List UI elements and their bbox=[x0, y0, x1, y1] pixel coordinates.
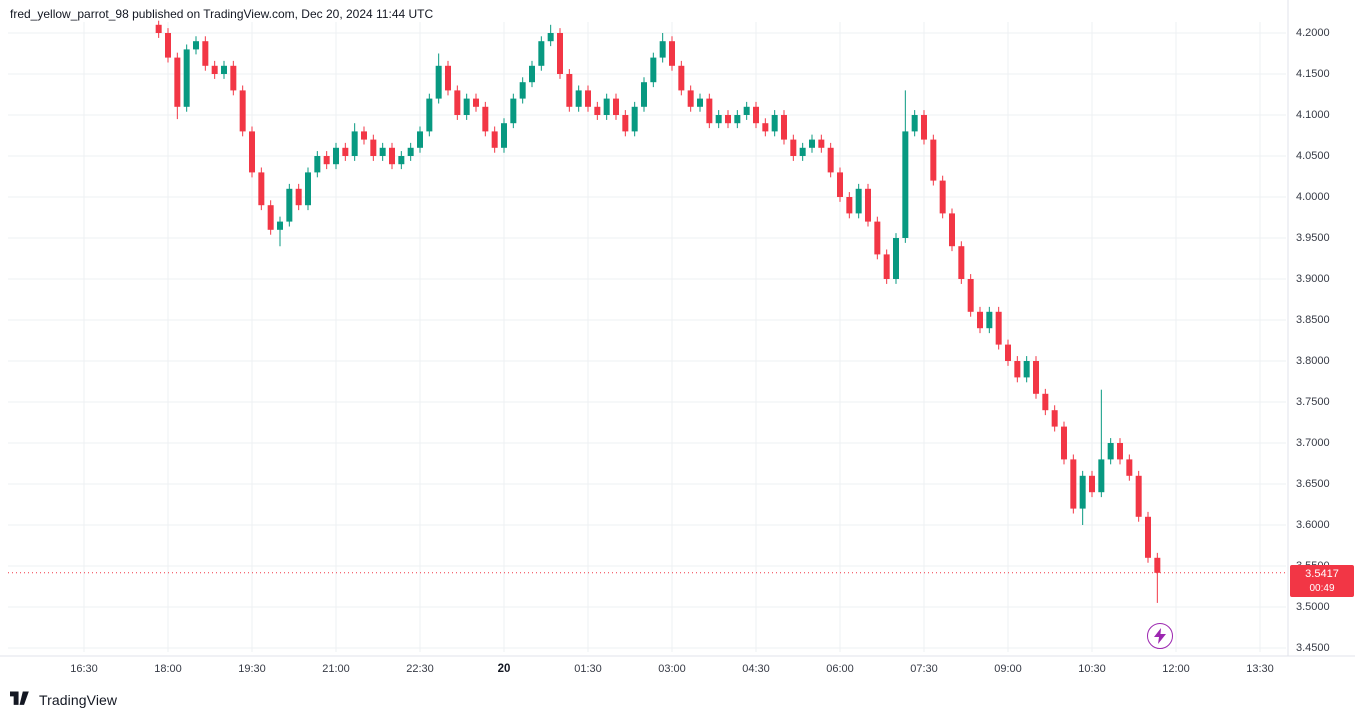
time-axis-label: 04:30 bbox=[742, 663, 770, 675]
price-axis-label: 4.1500 bbox=[1296, 68, 1330, 80]
price-axis-label: 4.0500 bbox=[1296, 150, 1330, 162]
bar-countdown: 00:49 bbox=[1309, 582, 1335, 594]
price-axis-label: 4.2000 bbox=[1296, 27, 1330, 39]
time-axis-label: 10:30 bbox=[1078, 663, 1106, 675]
price-axis-label: 4.0000 bbox=[1296, 191, 1330, 203]
time-axis-label: 07:30 bbox=[910, 663, 938, 675]
time-axis-label: 06:00 bbox=[826, 663, 854, 675]
time-axis-label: 18:00 bbox=[154, 663, 182, 675]
lightning-marker[interactable] bbox=[1147, 623, 1173, 649]
last-price-value: 3.5417 bbox=[1305, 567, 1339, 580]
time-axis-label: 09:00 bbox=[994, 663, 1022, 675]
last-price-badge: 3.5417 00:49 bbox=[1290, 564, 1354, 597]
time-axis-label: 01:30 bbox=[574, 663, 602, 675]
time-axis-label: 12:00 bbox=[1162, 663, 1190, 675]
price-axis-label: 3.6500 bbox=[1296, 478, 1330, 490]
price-axis-label: 3.5000 bbox=[1296, 601, 1330, 613]
grid-horizontal bbox=[8, 32, 1286, 649]
time-axis-label: 20 bbox=[497, 663, 511, 675]
price-axis-label: 3.6000 bbox=[1296, 519, 1330, 531]
price-axis-label: 3.8000 bbox=[1296, 355, 1330, 367]
footer: TradingView bbox=[10, 688, 117, 712]
price-axis-label: 3.9000 bbox=[1296, 273, 1330, 285]
price-axis-label: 3.8500 bbox=[1296, 314, 1330, 326]
price-axis-label: 3.4500 bbox=[1296, 642, 1330, 654]
brand-name[interactable]: TradingView bbox=[39, 692, 118, 708]
lightning-bolt-icon bbox=[1154, 628, 1166, 644]
price-axis[interactable]: 4.2000 4.1500 4.1000 4.0500 4.0000 3.9500 3.90… bbox=[1292, 0, 1355, 656]
grid-vertical bbox=[83, 22, 1261, 652]
time-axis-label: 16:30 bbox=[70, 663, 98, 675]
time-axis[interactable]: 16:30 18:00 19:30 21:00 22:30 20 01:30 03:00 04:… bbox=[0, 658, 1355, 682]
time-axis-label: 19:30 bbox=[238, 663, 266, 675]
price-axis-label: 4.1000 bbox=[1296, 109, 1330, 121]
price-axis-label: 3.9500 bbox=[1296, 232, 1330, 244]
price-axis-label: 3.7500 bbox=[1296, 396, 1330, 408]
attribution-text: published on TradingView.com, Dec 20, 20… bbox=[128, 7, 434, 21]
time-axis-label: 21:00 bbox=[322, 663, 350, 675]
time-axis-label: 03:00 bbox=[658, 663, 686, 675]
tradingview-logo[interactable] bbox=[10, 691, 32, 709]
time-axis-label: 13:30 bbox=[1246, 663, 1274, 675]
publisher-username[interactable]: fred_yellow_parrot_98 bbox=[10, 7, 129, 21]
candlestick-series bbox=[155, 20, 1161, 603]
attribution: fred_yellow_parrot_98 published on Tradi… bbox=[10, 7, 433, 21]
price-axis-label: 3.7000 bbox=[1296, 437, 1330, 449]
time-axis-label: 22:30 bbox=[406, 663, 434, 675]
